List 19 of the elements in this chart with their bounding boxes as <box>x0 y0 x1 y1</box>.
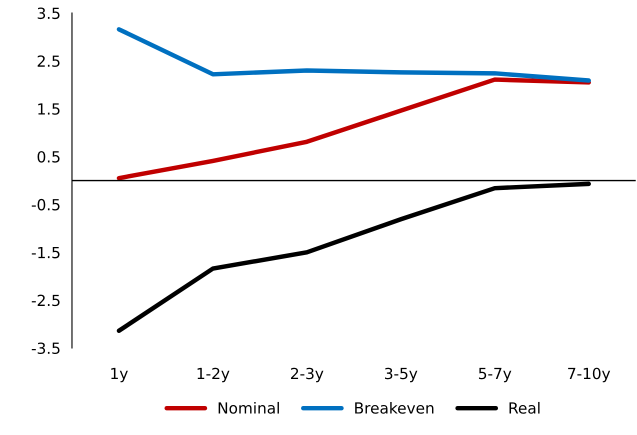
line-series <box>116 77 591 180</box>
y-tick-label: 0.5 <box>38 151 60 163</box>
y-tick-label: -1.5 <box>32 246 60 258</box>
y-tick-label: -2.5 <box>32 294 60 306</box>
line-series <box>116 27 591 83</box>
x-tick-label: 5-7y <box>478 368 512 382</box>
legend-label: Breakeven <box>355 402 434 414</box>
y-tick-label: -0.5 <box>32 198 60 210</box>
x-tick-label: 7-10y <box>568 368 610 382</box>
legend-label: Nominal <box>218 402 279 414</box>
y-tick-label: -3.5 <box>32 342 60 354</box>
legend-label: Real <box>510 402 540 414</box>
x-tick-label: 2-3y <box>290 368 324 382</box>
y-tick-label: 1.5 <box>38 103 60 115</box>
x-tick-label: 3-5y <box>385 368 418 382</box>
y-tick-label: 2.5 <box>38 55 60 67</box>
x-tick-label: 1-2y <box>198 368 230 382</box>
x-tick-label: 1y <box>111 368 128 382</box>
y-tick-label: 3.5 <box>38 8 60 20</box>
